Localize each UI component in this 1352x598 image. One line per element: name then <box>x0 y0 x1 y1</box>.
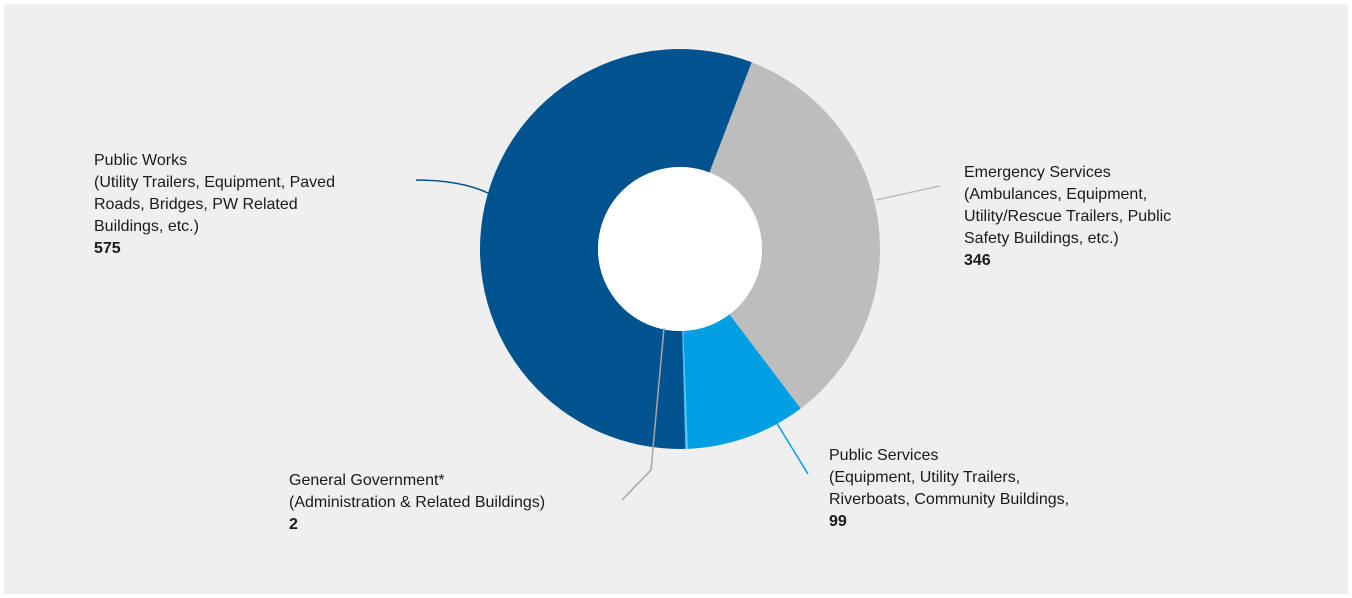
value-label-general-government: 2 <box>289 516 298 533</box>
value-label-public-works: 575 <box>94 240 121 257</box>
label-line: Utility/Rescue Trailers, Public <box>964 208 1172 225</box>
label-line: (Ambulances, Equipment, <box>964 186 1148 203</box>
label-line: Roads, Bridges, PW Related <box>94 196 298 213</box>
label-line: Public Services <box>829 447 939 464</box>
slice-public-services <box>683 314 801 449</box>
slice-public-works <box>479 48 752 449</box>
leader-line-public-services <box>772 416 809 475</box>
label-line: Buildings, etc.) <box>94 218 199 235</box>
slices-layer <box>479 48 880 449</box>
label-emergency-services: Emergency Services (Ambulances, Equipmen… <box>964 162 1171 272</box>
label-line: Safety Buildings, etc.) <box>964 230 1119 247</box>
label-line: (Equipment, Utility Trailers, <box>829 469 1021 486</box>
leader-line-public-works <box>415 179 489 194</box>
leaders-layer <box>415 179 941 501</box>
leader-line-emergency-services <box>875 185 941 201</box>
slice-general-government <box>682 330 688 449</box>
label-line: General Government* <box>289 472 445 489</box>
label-public-services: Public Services (Equipment, Utility Trai… <box>829 445 1069 533</box>
slice-emergency-services <box>709 62 880 409</box>
label-line: (Utility Trailers, Equipment, Paved <box>94 174 335 191</box>
label-general-government: General Government* (Administration & Re… <box>289 470 545 536</box>
label-line: Public Works <box>94 152 188 169</box>
label-line: (Administration & Related Buildings) <box>289 494 546 511</box>
donut-hole <box>598 167 762 331</box>
value-label-emergency-services: 346 <box>964 252 991 269</box>
value-label-public-services: 99 <box>829 513 847 530</box>
label-public-works: Public Works (Utility Trailers, Equipmen… <box>94 150 335 260</box>
leader-line-general-government <box>621 327 665 501</box>
label-line: Riverboats, Community Buildings, <box>829 491 1070 508</box>
label-line: Emergency Services <box>964 164 1111 181</box>
